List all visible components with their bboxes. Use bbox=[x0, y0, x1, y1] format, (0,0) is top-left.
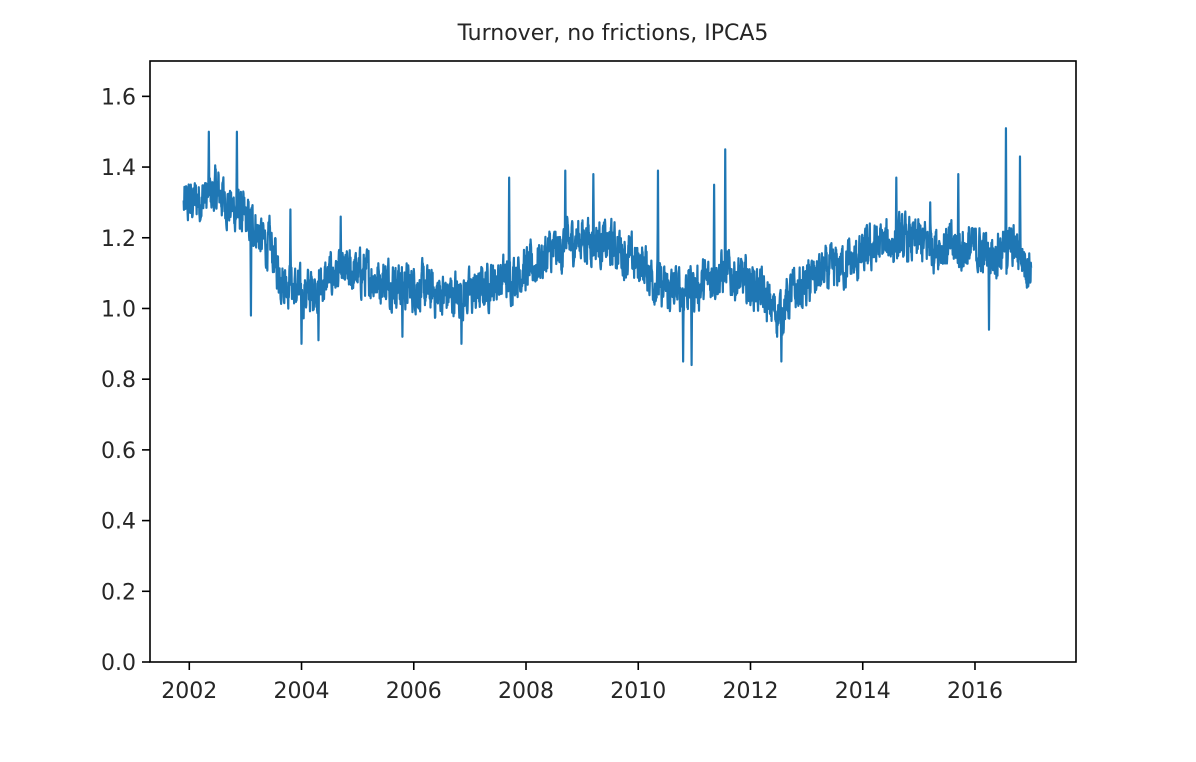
x-tick-label: 2010 bbox=[610, 679, 666, 704]
y-tick-label: 1.2 bbox=[101, 227, 136, 252]
y-tick-label: 0.6 bbox=[101, 439, 136, 464]
y-tick-label: 0.4 bbox=[101, 510, 136, 535]
y-axis: 0.0 0.2 0.4 0.6 0.8 1.0 1.2 1.4 1.6 bbox=[101, 85, 150, 676]
x-tick-label: 2004 bbox=[274, 679, 330, 704]
x-tick-label: 2006 bbox=[386, 679, 442, 704]
y-tick-label: 0.0 bbox=[101, 651, 136, 676]
series-layer bbox=[182, 127, 1033, 367]
series-line bbox=[182, 127, 1033, 367]
x-tick-label: 2012 bbox=[722, 679, 778, 704]
y-tick-label: 1.4 bbox=[101, 156, 136, 181]
y-tick-label: 1.6 bbox=[101, 85, 136, 110]
chart-title: Turnover, no frictions, IPCA5 bbox=[457, 21, 769, 46]
plot-area-frame bbox=[149, 60, 1077, 663]
x-tick-label: 2014 bbox=[835, 679, 891, 704]
x-tick-label: 2016 bbox=[947, 679, 1003, 704]
y-tick-label: 1.0 bbox=[101, 297, 136, 322]
x-tick-label: 2002 bbox=[161, 679, 217, 704]
x-tick-label: 2008 bbox=[498, 679, 554, 704]
y-tick-label: 0.2 bbox=[101, 580, 136, 605]
y-tick-label: 0.8 bbox=[101, 368, 136, 393]
x-axis: 2002 2004 2006 2008 2010 2012 2014 2016 bbox=[161, 662, 1003, 704]
